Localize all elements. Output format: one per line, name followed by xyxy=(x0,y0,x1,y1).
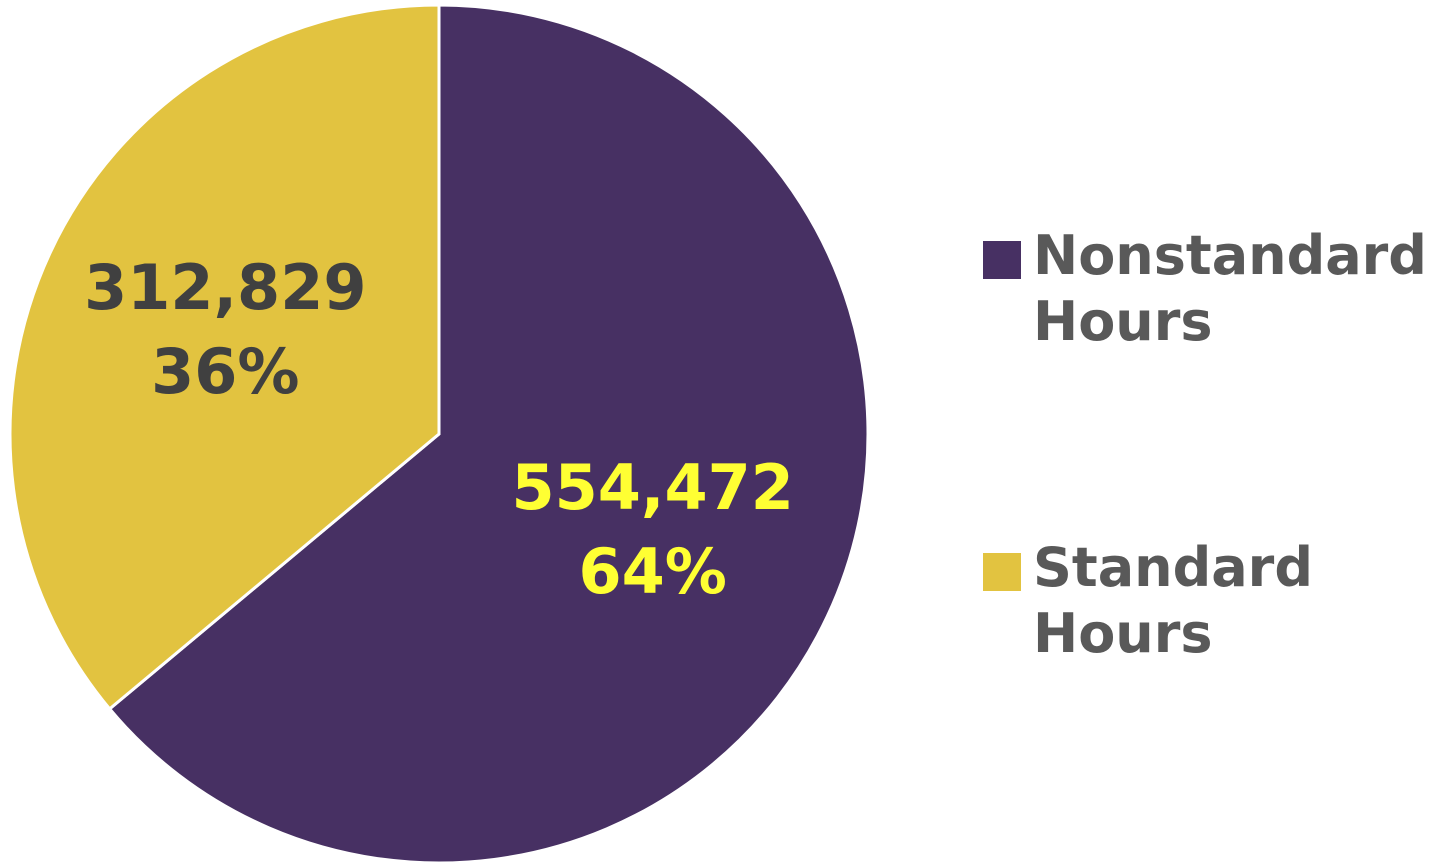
slice-value-label: 312,829 xyxy=(84,251,366,324)
pie-slice xyxy=(107,3,870,863)
legend-item: Nonstandard Hours xyxy=(983,223,1433,355)
legend-label: Nonstandard Hours xyxy=(1033,224,1427,353)
slice-percent-label: 36% xyxy=(151,335,299,408)
legend-swatch xyxy=(983,553,1021,591)
legend-label: Standard Hours xyxy=(1033,536,1313,665)
slice-percent-label: 64% xyxy=(579,535,727,608)
slice-value-label: 554,472 xyxy=(512,451,794,524)
legend-item: Standard Hours xyxy=(983,535,1433,667)
legend-swatch xyxy=(983,241,1021,279)
pie-slice xyxy=(8,3,441,712)
